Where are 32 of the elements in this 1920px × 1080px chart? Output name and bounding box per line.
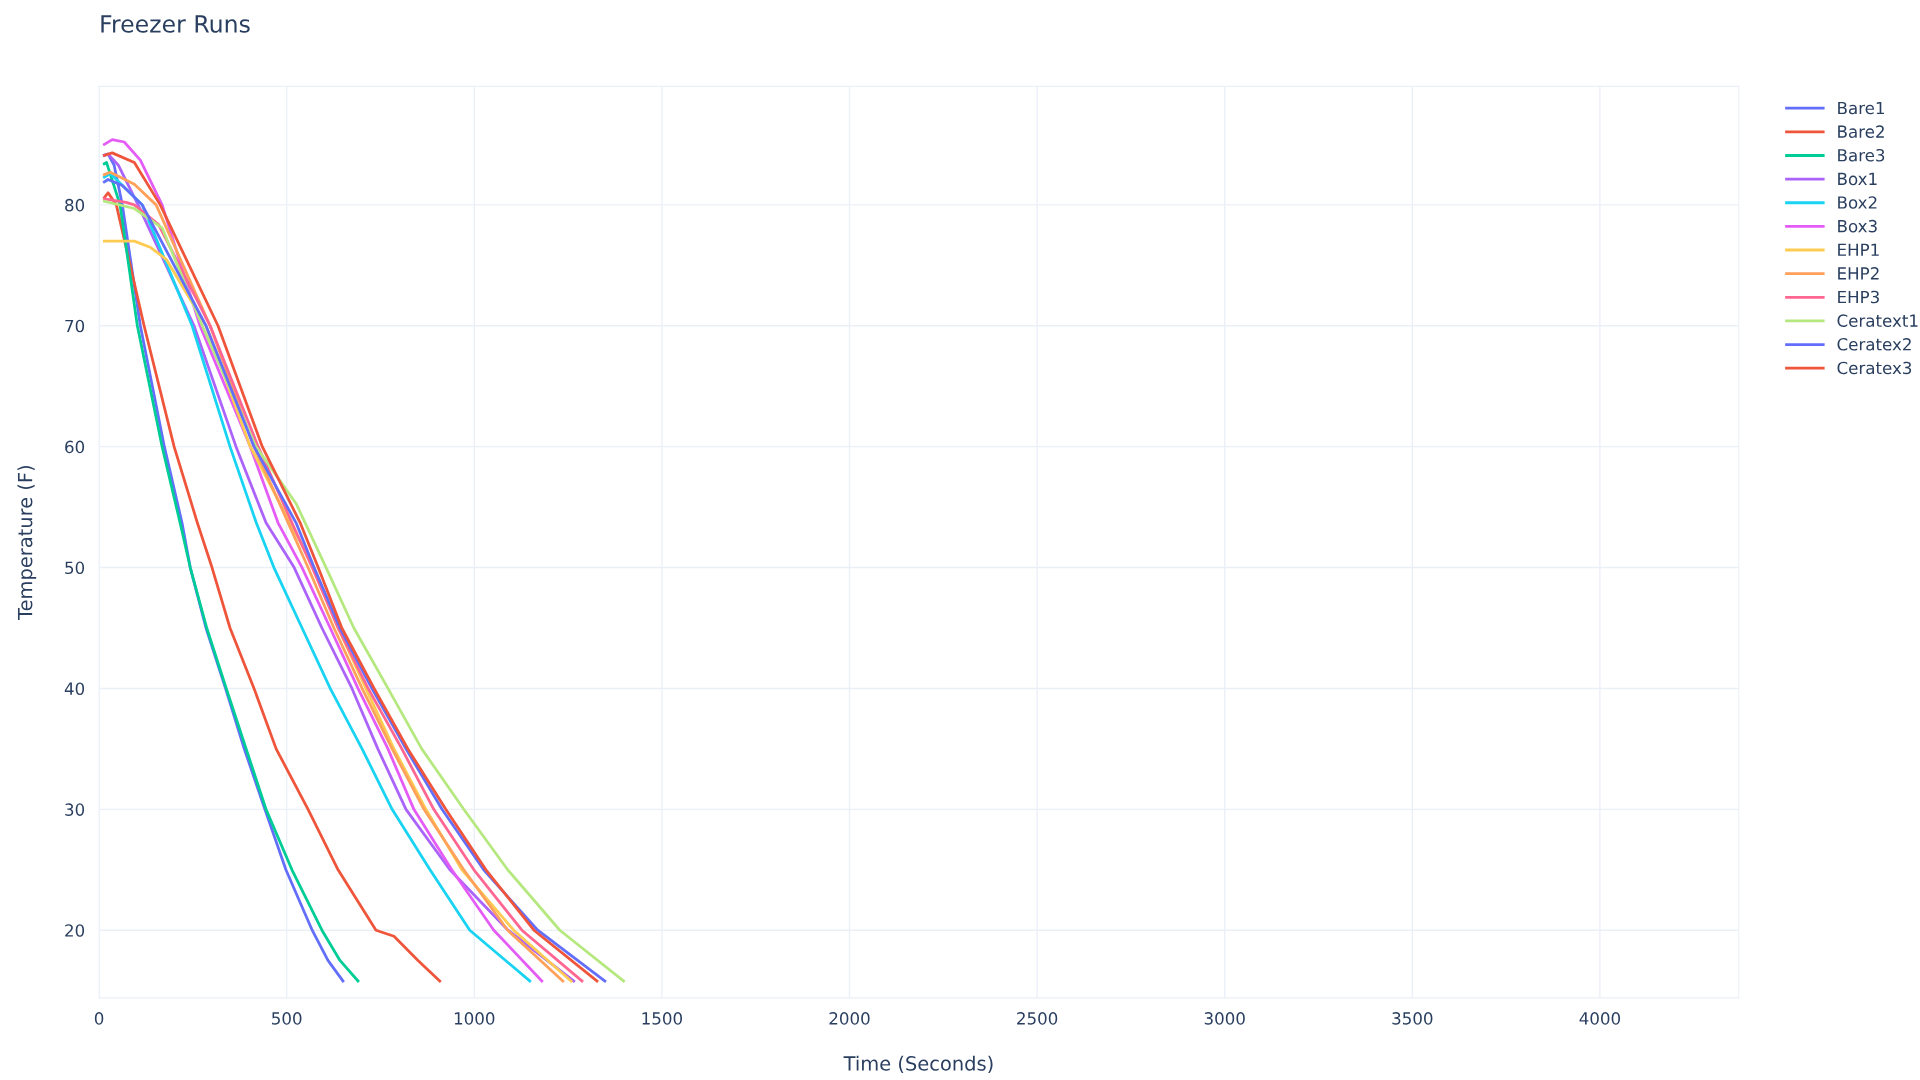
legend-label: Ceratex3 (1837, 361, 1912, 375)
legend-label: EHP3 (1838, 290, 1879, 304)
x-tick-label: 1000 (454, 1012, 495, 1025)
x-tick-label: 2500 (1017, 1012, 1058, 1025)
legend-label: Ceratext1 (1837, 314, 1918, 327)
y-tick-label: 80 (65, 198, 85, 212)
legend-label: EHP1 (1838, 243, 1879, 256)
x-tick-label: 2000 (829, 1012, 870, 1025)
chart-title: Freezer Runs (101, 15, 250, 33)
legend-label: Bare1 (1838, 101, 1884, 115)
y-tick-label: 20 (65, 924, 85, 937)
y-tick-label: 40 (64, 682, 85, 696)
legend-label: Box2 (1838, 196, 1877, 209)
legend-label: Box1 (1838, 172, 1877, 186)
x-tick-label: 3500 (1392, 1012, 1433, 1025)
y-tick-label: 70 (65, 319, 85, 333)
x-tick-label: 3000 (1204, 1012, 1245, 1025)
line-series (102, 191, 442, 983)
y-tick-label: 30 (65, 803, 85, 816)
x-tick-label: 4000 (1579, 1012, 1621, 1025)
y-tick-label: 60 (65, 440, 85, 454)
legend-label: Ceratex2 (1837, 338, 1911, 351)
legend-label: EHP2 (1838, 267, 1879, 280)
x-axis-title: Time (Seconds) (843, 1055, 993, 1074)
x-tick-label: 0 (94, 1012, 104, 1025)
legend-label: Box3 (1838, 219, 1877, 233)
y-axis-title: Temperature (F) (17, 465, 37, 621)
x-tick-label: 1500 (642, 1012, 682, 1025)
legend-label: Bare3 (1838, 148, 1885, 162)
legend-label: Bare2 (1838, 125, 1884, 138)
y-tick-label: 50 (65, 561, 85, 575)
x-tick-label: 500 (272, 1012, 302, 1025)
